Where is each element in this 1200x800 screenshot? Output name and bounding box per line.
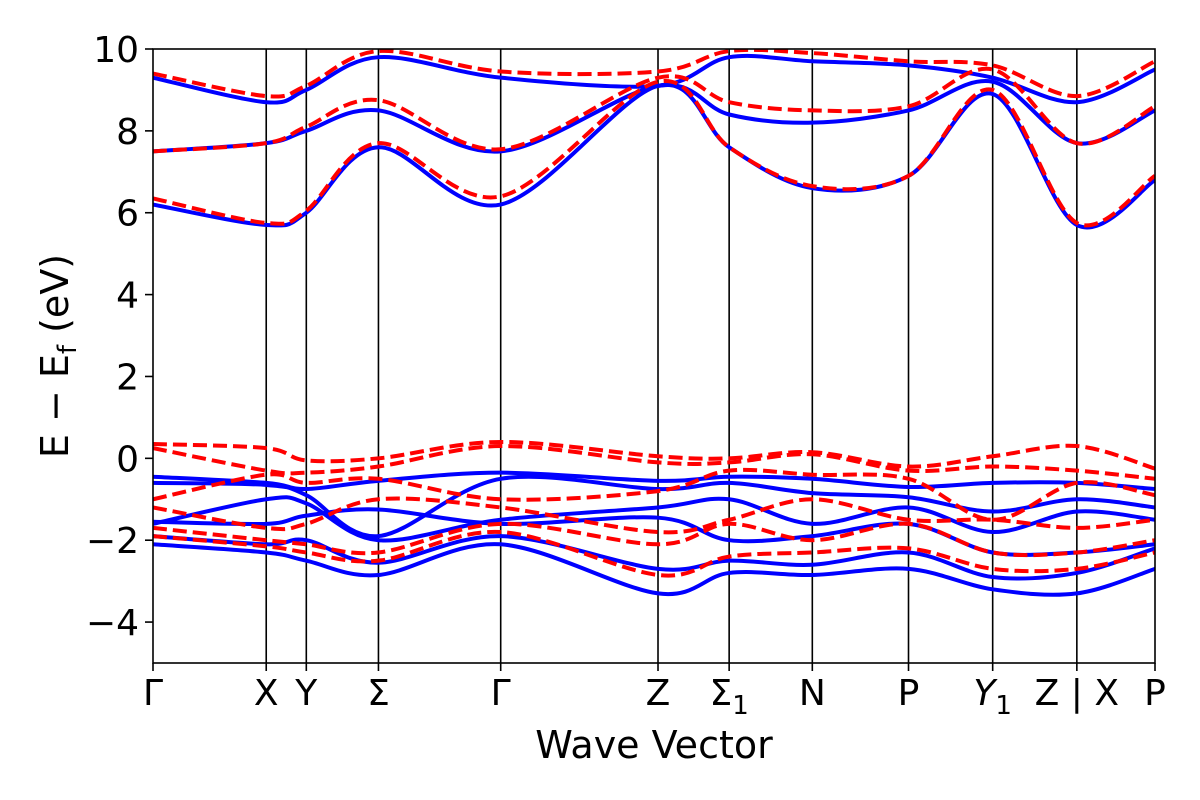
band-conduction-blue-1 bbox=[153, 82, 1155, 230]
x-tick-label-7: N bbox=[799, 673, 826, 714]
x-tick-label-8: P bbox=[898, 673, 920, 714]
x-tick-label-1: X bbox=[254, 673, 279, 714]
x-tick-label-6: Σ1 bbox=[710, 673, 749, 721]
band-valence-blue-5 bbox=[153, 534, 1155, 581]
y-tick-label: 8 bbox=[116, 112, 139, 153]
band-valence-red-6 bbox=[153, 530, 1155, 578]
band-valence-red-1 bbox=[153, 439, 1155, 471]
y-tick-label: 0 bbox=[116, 439, 139, 480]
x-axis-ticks: Γ X Y Σ Γ Z Σ1 N P Y1 Z | X P bbox=[143, 663, 1166, 721]
x-tick-label-11: P bbox=[1144, 673, 1166, 714]
band-valence-blue-4 bbox=[153, 507, 1155, 557]
y-tick-label: −2 bbox=[86, 521, 139, 562]
x-tick-label-0: Γ bbox=[143, 673, 163, 714]
band-conduction-blue-3 bbox=[153, 53, 1155, 105]
band-valence-red-4 bbox=[153, 496, 1155, 535]
plot-frame bbox=[152, 48, 1156, 664]
x-tick-label-4: Γ bbox=[491, 673, 511, 714]
x-axis-label: Wave Vector bbox=[535, 723, 773, 767]
band-conduction-red-3 bbox=[153, 49, 1155, 99]
band-valence-red-5 bbox=[153, 521, 1155, 558]
x-tick-label-10: Z | X bbox=[1035, 673, 1119, 714]
y-axis-label: E − Ef (eV) bbox=[33, 254, 83, 458]
y-tick-label: −4 bbox=[86, 603, 139, 644]
band-conduction-red-1 bbox=[153, 78, 1155, 228]
band-conduction-red-2 bbox=[153, 66, 1155, 154]
band-valence-blue-1 bbox=[153, 470, 1155, 492]
y-axis-label-subscript: f bbox=[53, 344, 83, 354]
y-axis-label-suffix: (eV) bbox=[33, 254, 77, 345]
x-tick-label-2: Y bbox=[294, 673, 318, 714]
y-tick-label: 6 bbox=[116, 194, 139, 235]
x-tick-label-5: Z bbox=[646, 673, 671, 714]
y-tick-label: 2 bbox=[116, 357, 139, 398]
y-axis-ticks: −4 −2 0 2 4 6 8 10 bbox=[86, 30, 153, 644]
x-tick-label-9: Y1 bbox=[973, 673, 1012, 721]
y-tick-label: 4 bbox=[116, 276, 139, 317]
x-tick-label-3: Σ bbox=[367, 673, 390, 714]
band-valence-blue-6 bbox=[153, 542, 1155, 597]
y-axis-label-main: E − E bbox=[33, 354, 77, 458]
band-valence-red-2 bbox=[153, 444, 1155, 481]
band-curves bbox=[153, 49, 1155, 597]
band-valence-blue-3 bbox=[153, 495, 1155, 543]
y-tick-label: 10 bbox=[93, 30, 139, 71]
